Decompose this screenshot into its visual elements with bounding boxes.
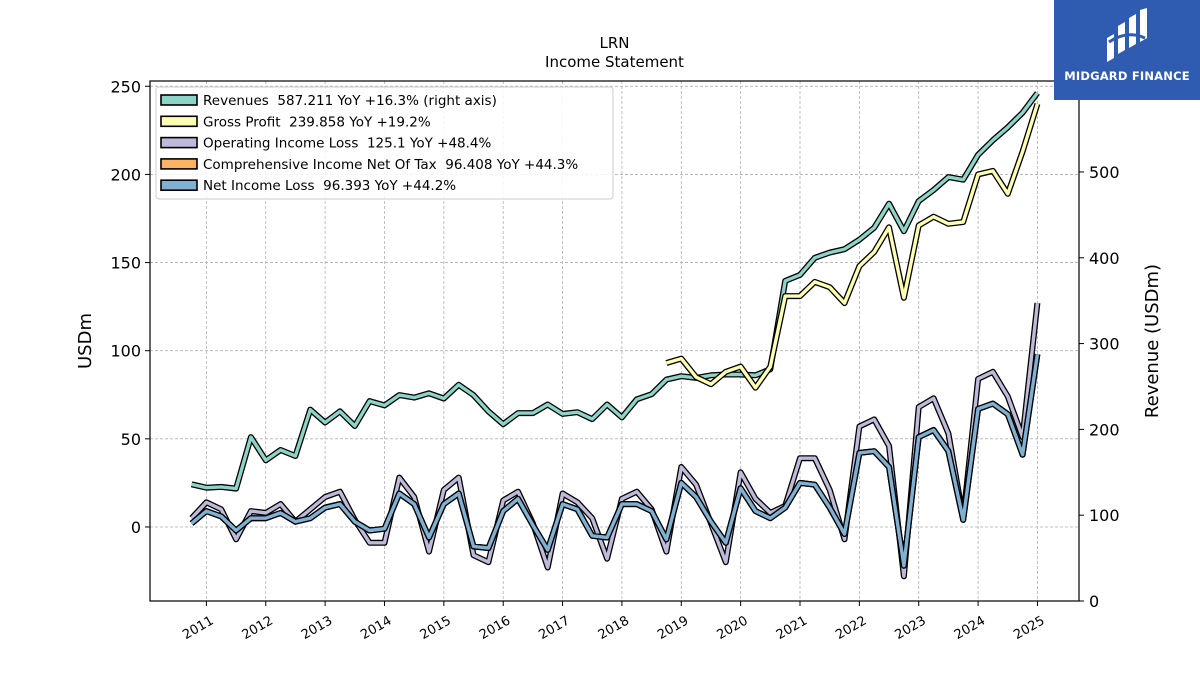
x-tick-label: 2017 — [536, 613, 572, 643]
x-tick-label: 2013 — [299, 613, 335, 643]
y-axis-label: USDm — [75, 313, 96, 369]
y2-tick-label: 0 — [1089, 592, 1099, 611]
legend-label: Revenues 587.211 YoY +16.3% (right axis) — [203, 93, 497, 109]
series-2 — [189, 302, 1041, 580]
brand-badge: MIDGARD FINANCE — [1054, 0, 1200, 100]
legend-swatch — [160, 115, 198, 128]
x-tick-label: 2018 — [596, 613, 632, 643]
legend-swatch — [160, 158, 198, 170]
x-tick-label: 2023 — [893, 613, 929, 643]
legend-label: Comprehensive Income Net Of Tax 96.408 Y… — [203, 157, 578, 173]
x-tick-label: 2016 — [477, 613, 513, 643]
brand-name: MIDGARD FINANCE — [1064, 69, 1190, 83]
y-tick-label: 200 — [110, 165, 141, 184]
y2-tick-label: 100 — [1089, 506, 1120, 525]
legend-swatch — [160, 136, 198, 149]
plot-frame — [149, 80, 1080, 602]
series-layer — [189, 91, 1041, 580]
midgard-logo-icon — [1107, 8, 1147, 62]
series-line — [665, 103, 1040, 390]
legend-label: Gross Profit 239.858 YoY +19.2% — [203, 114, 431, 130]
x-tick-label: 2014 — [358, 613, 394, 643]
chart-subtitle: Income Statement — [545, 53, 684, 71]
legend-label: Net Income Loss 96.393 YoY +44.2% — [203, 178, 456, 194]
legend-label: Operating Income Loss 125.1 YoY +48.4% — [203, 136, 492, 152]
chart-title: LRN — [600, 34, 630, 52]
legend: Revenues 587.211 YoY +16.3% (right axis)… — [155, 86, 614, 200]
x-tick-label: 2019 — [655, 613, 691, 643]
y2-tick-label: 300 — [1089, 335, 1120, 354]
series-1 — [665, 103, 1041, 391]
y-tick-label: 0 — [131, 518, 141, 537]
x-tick-label: 2022 — [833, 613, 869, 643]
y-tick-label: 150 — [110, 254, 141, 273]
y-tick-label: 100 — [110, 342, 141, 361]
x-tick-label: 2021 — [774, 613, 810, 643]
y-tick-label: 250 — [110, 77, 141, 96]
series-line — [191, 91, 1039, 491]
x-tick-label: 2012 — [240, 613, 276, 643]
series-line — [190, 302, 1040, 578]
legend-swatch — [160, 94, 198, 106]
x-tick-label: 2024 — [952, 613, 988, 643]
y2-tick-label: 500 — [1089, 163, 1120, 182]
x-tick-label: 2020 — [714, 613, 750, 643]
x-tick-label: 2025 — [1011, 613, 1047, 643]
y2-axis-label: Revenue (USDm) — [1142, 264, 1163, 418]
series-line — [190, 353, 1040, 568]
y-tick-label: 50 — [121, 430, 141, 449]
legend-box — [155, 86, 614, 200]
x-tick-label: 2011 — [180, 613, 216, 643]
series-4 — [189, 353, 1041, 569]
legend-swatch — [160, 179, 198, 191]
x-tick-label: 2015 — [418, 613, 454, 643]
y2-tick-label: 400 — [1089, 249, 1120, 268]
series-0 — [190, 91, 1040, 492]
y2-tick-label: 200 — [1089, 420, 1120, 439]
